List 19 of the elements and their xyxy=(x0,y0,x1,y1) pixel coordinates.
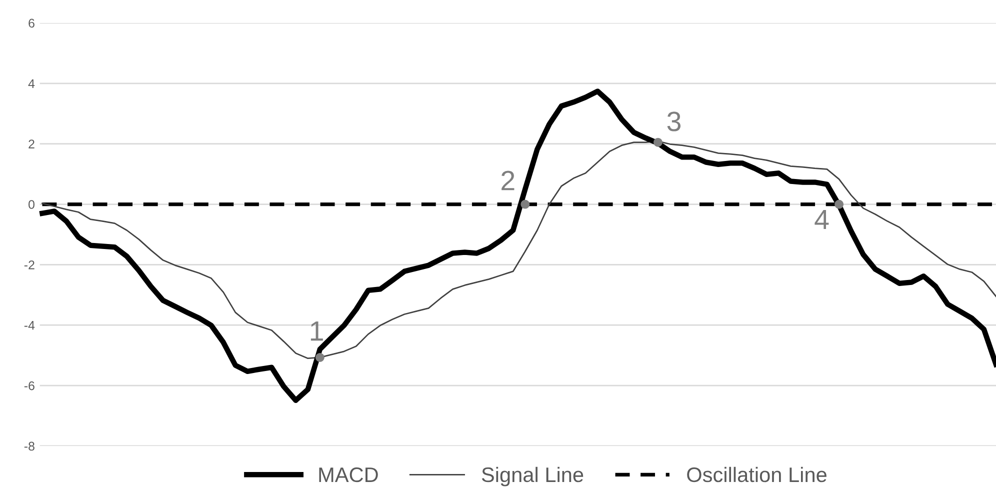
y-tick-label: -6 xyxy=(24,381,34,390)
y-tick-label: -8 xyxy=(24,442,34,451)
point xyxy=(520,200,530,209)
point xyxy=(834,200,844,209)
y-tick-label: 6 xyxy=(28,18,34,28)
legend-label: MACD xyxy=(319,467,378,482)
y-tick-label: -4 xyxy=(24,321,35,330)
annotation: 4 xyxy=(814,210,829,230)
annotation: 3 xyxy=(667,112,681,132)
y-tick-label: 4 xyxy=(28,79,35,88)
legend-label: Oscillation Line xyxy=(687,466,826,482)
annotation: 2 xyxy=(502,170,514,190)
point xyxy=(315,352,324,362)
point xyxy=(653,138,662,147)
y-tick-label: 2 xyxy=(28,140,34,148)
legend-label: Signal Line xyxy=(482,466,584,486)
y-tick-label: 0 xyxy=(28,200,34,209)
y-tick-label: -2 xyxy=(24,260,34,270)
annotation: 1 xyxy=(310,321,323,341)
